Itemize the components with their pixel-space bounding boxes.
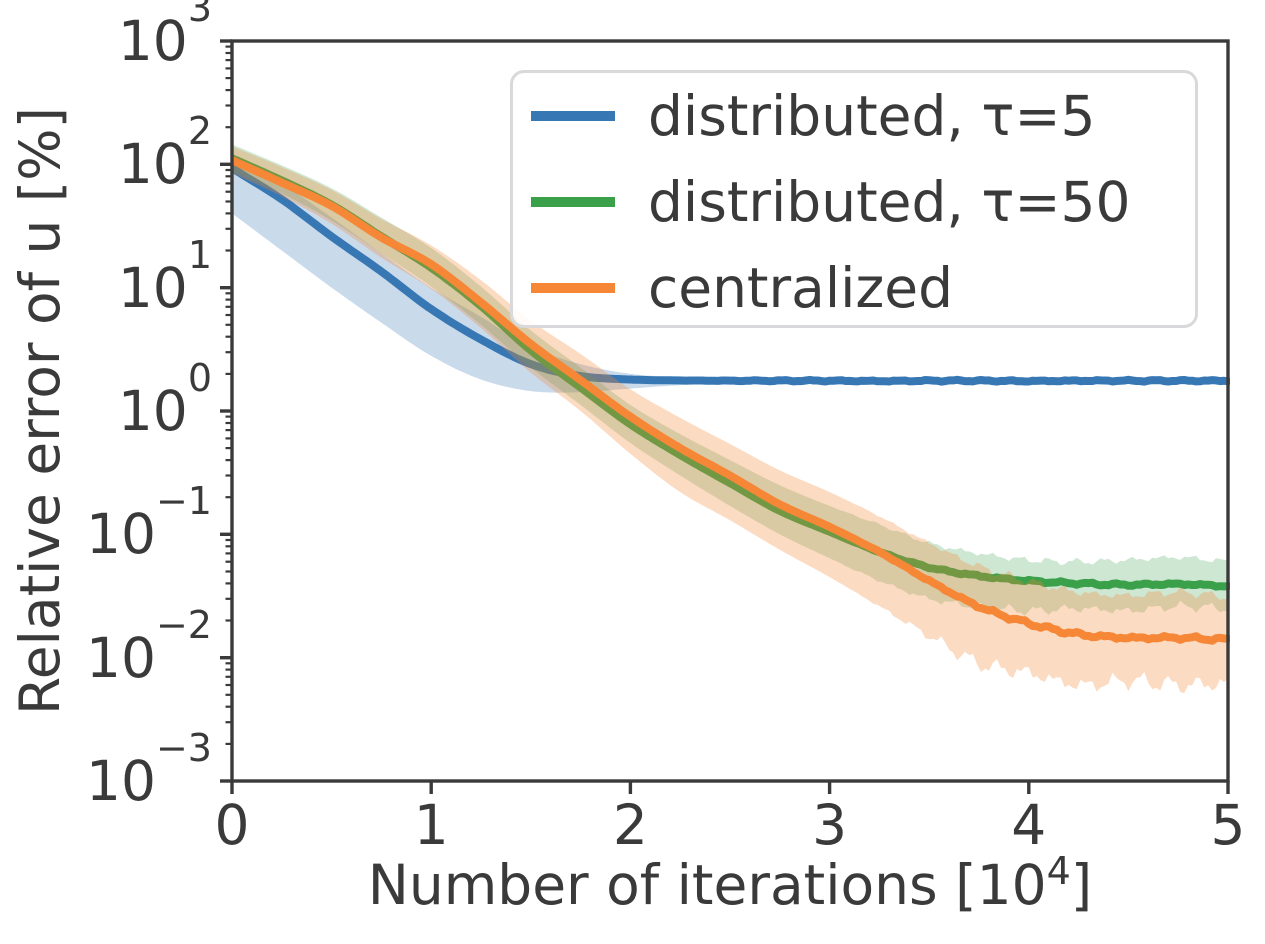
legend-swatch-green (531, 197, 615, 207)
y-axis-label: Relative error of u [%] (8, 107, 72, 715)
x-tick-label: 3 (812, 793, 848, 857)
y-tick-label: 10−3 (85, 725, 212, 813)
confidence-band (232, 146, 1228, 694)
confidence-band (232, 144, 1228, 616)
legend-label: distributed, τ=50 (648, 169, 1131, 234)
x-tick-label: 5 (1210, 793, 1246, 857)
legend-item-distributed-tau5: distributed, τ=5 (513, 73, 1195, 159)
y-tick-label: 10−1 (85, 479, 212, 567)
x-tick-label: 1 (413, 793, 449, 857)
legend-item-distributed-tau50: distributed, τ=50 (513, 159, 1195, 245)
y-tick-label: 10−2 (85, 602, 212, 690)
y-tick-label: 103 (117, 0, 212, 73)
x-tick-label: 4 (1011, 793, 1047, 857)
legend: distributed, τ=5 distributed, τ=50 centr… (510, 70, 1198, 328)
x-tick-label: 2 (612, 793, 648, 857)
y-tick-label: 101 (117, 232, 212, 320)
x-axis-label-exponent: 4 (1046, 849, 1071, 894)
legend-label: distributed, τ=5 (648, 83, 1096, 148)
legend-item-centralized: centralized (513, 245, 1195, 331)
y-tick-label: 100 (117, 355, 212, 443)
legend-swatch-orange (531, 283, 615, 293)
x-tick-label: 0 (214, 793, 250, 857)
y-tick-label: 102 (117, 109, 212, 197)
x-axis-label: Number of iterations [104] (367, 849, 1093, 917)
series-line (232, 156, 1230, 645)
series-line (232, 164, 1230, 386)
confidence-band (232, 156, 1228, 393)
legend-label: centralized (648, 255, 953, 320)
legend-swatch-blue (531, 111, 615, 121)
